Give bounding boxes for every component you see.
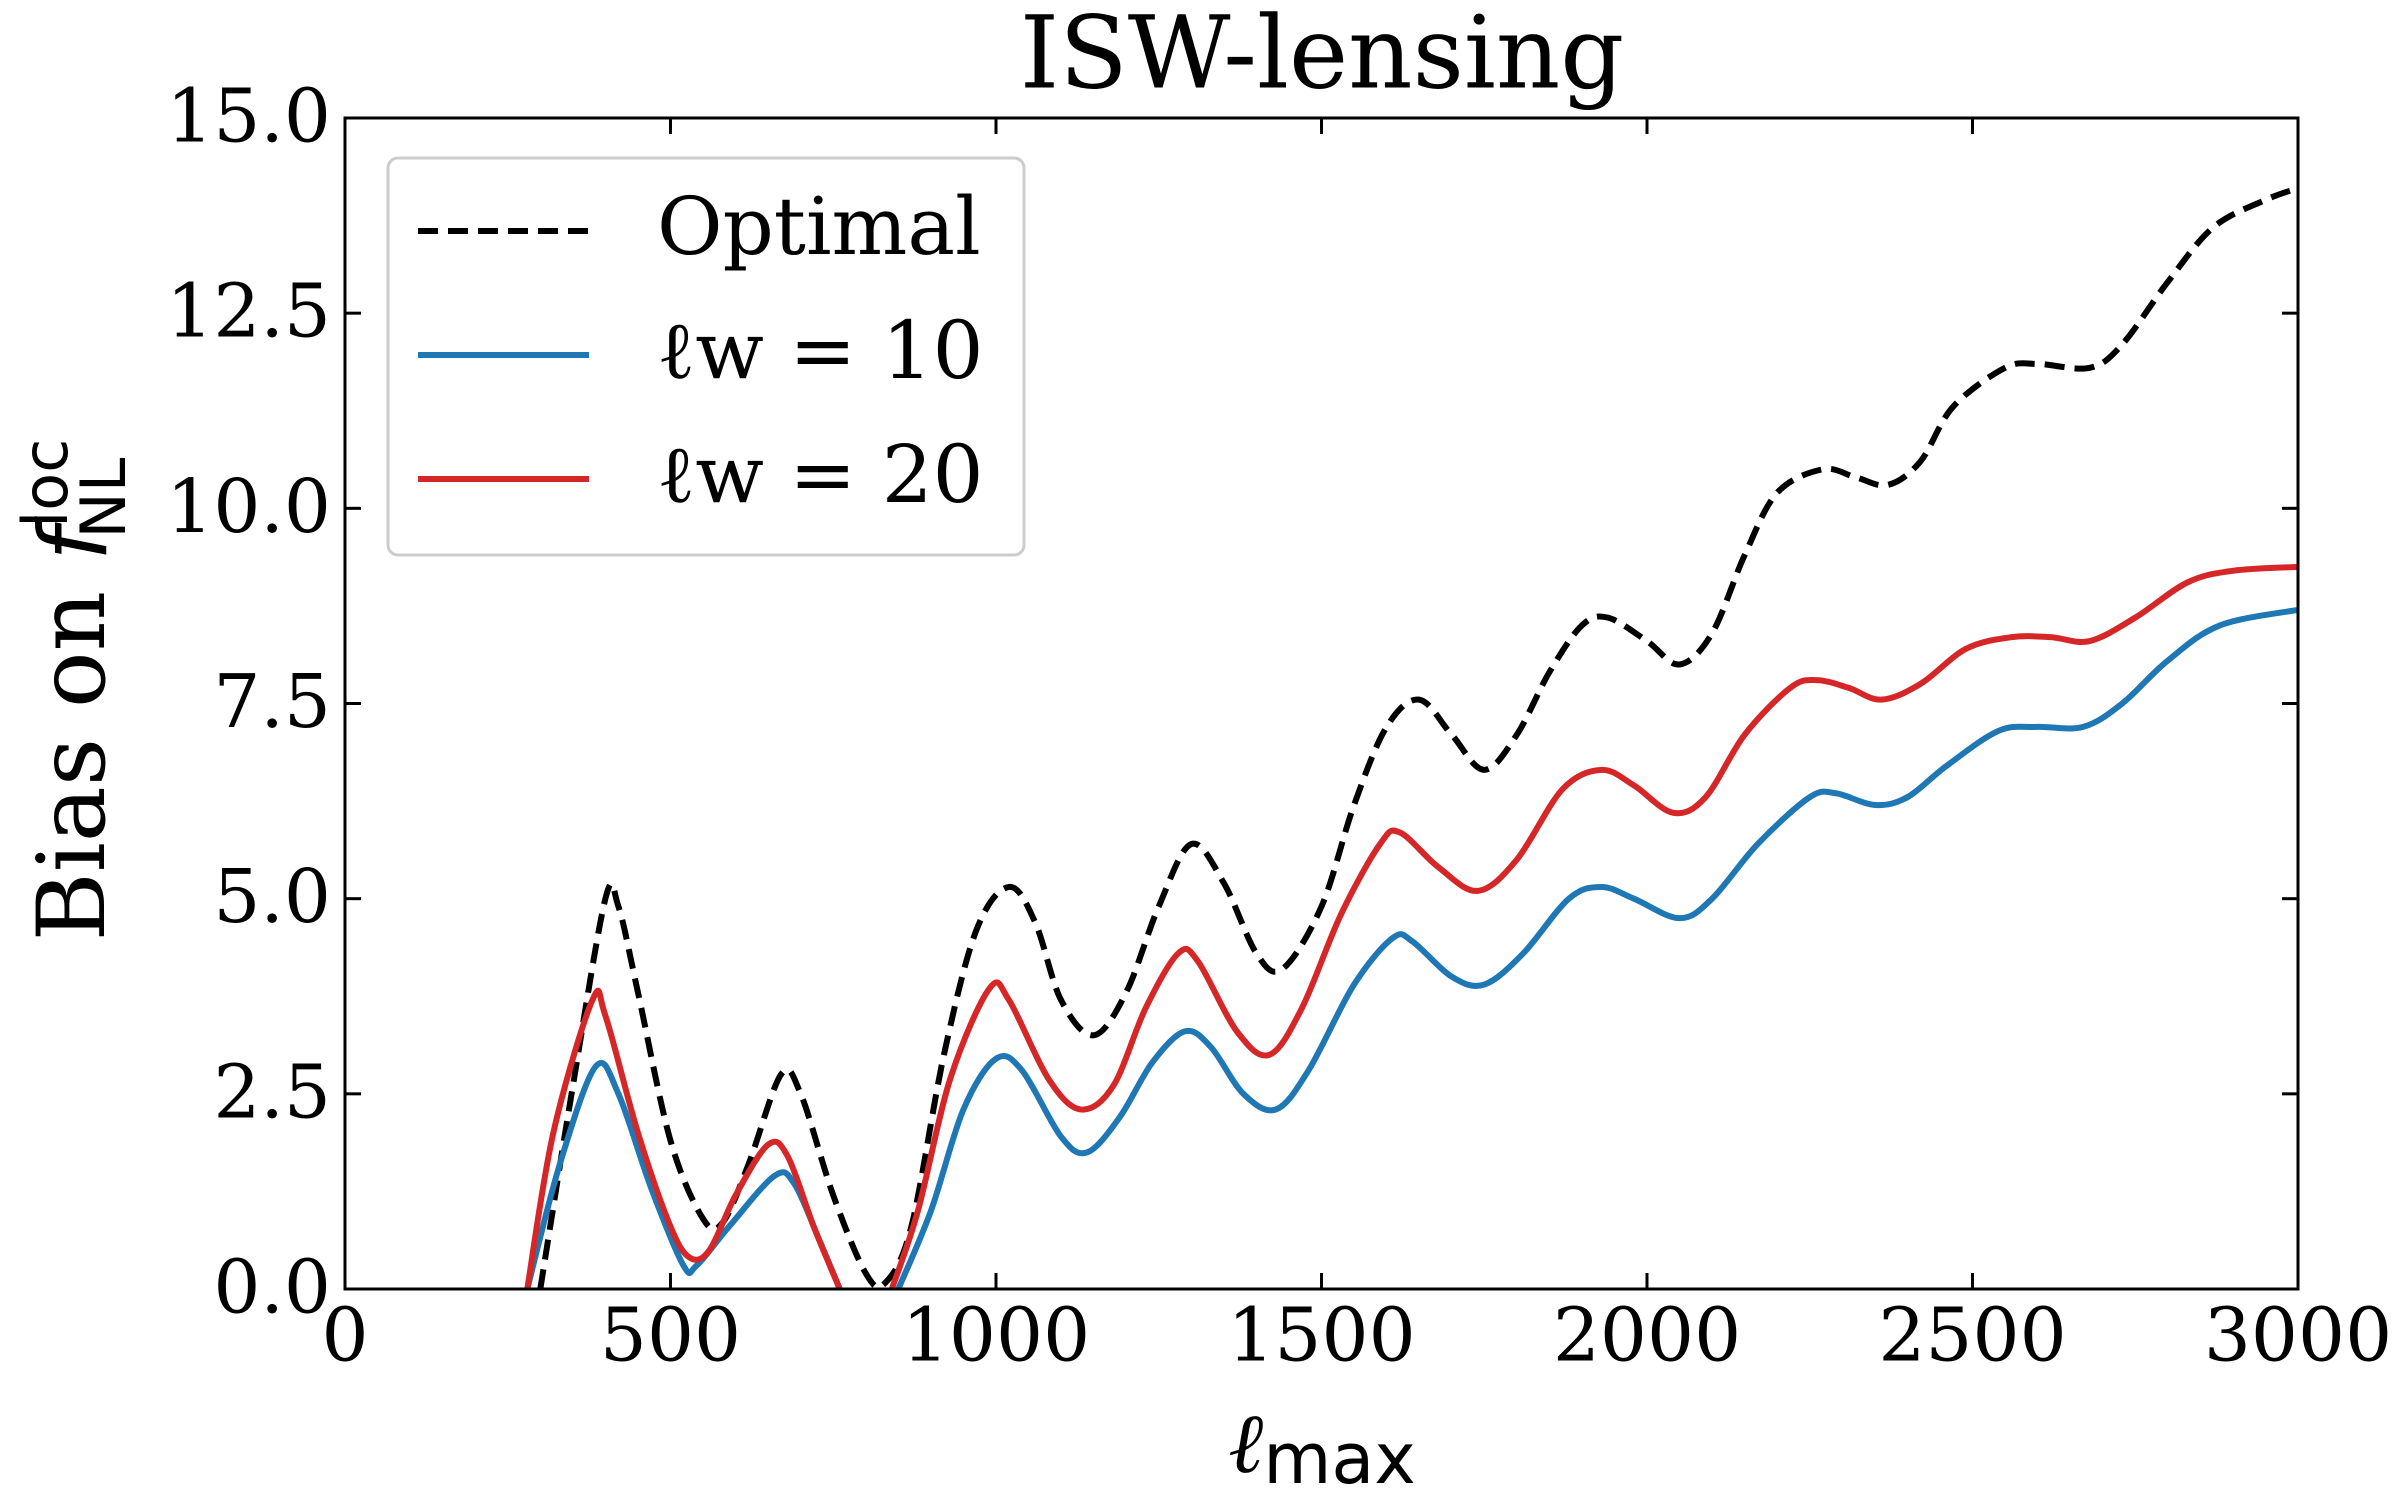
y-tick-label: 2.5 bbox=[213, 1049, 331, 1135]
y-tick-label: 12.5 bbox=[166, 269, 331, 355]
x-tick-label: 500 bbox=[600, 1292, 741, 1378]
legend-label: ℓw = 10 bbox=[657, 304, 983, 397]
x-tick-label: 1000 bbox=[902, 1292, 1090, 1378]
legend-label: ℓw = 20 bbox=[657, 428, 983, 521]
x-label-sub: max bbox=[1263, 1418, 1416, 1500]
y-tick-label: 7.5 bbox=[213, 659, 331, 745]
y-label-sub: NL bbox=[67, 457, 140, 538]
x-axis-label: ℓmax bbox=[1228, 1394, 1416, 1500]
y-axis-label: Bias on flocNL bbox=[9, 439, 140, 942]
legend-label: Optimal bbox=[657, 180, 981, 273]
y-tick-label: 0.0 bbox=[213, 1244, 331, 1330]
legend-box bbox=[386, 156, 1026, 557]
x-label-symbol: ℓ bbox=[1228, 1394, 1263, 1492]
x-tick-label: 3000 bbox=[2204, 1292, 2392, 1378]
y-label-text: Bias on bbox=[18, 561, 127, 941]
y-tick-label: 5.0 bbox=[213, 854, 331, 940]
x-tick-label: 1500 bbox=[1227, 1292, 1415, 1378]
series-line bbox=[524, 563, 2298, 1289]
x-tick-label: 2500 bbox=[1878, 1292, 2066, 1378]
y-tick-label: 15.0 bbox=[166, 73, 331, 159]
x-tick-label: 0 bbox=[321, 1292, 368, 1378]
y-label-sup: loc bbox=[9, 439, 82, 528]
series-line bbox=[524, 606, 2298, 1289]
chart-title: ISW-lensing bbox=[1020, 0, 1625, 112]
x-tick-label: 2000 bbox=[1553, 1292, 1741, 1378]
plot-frame bbox=[343, 116, 2300, 1291]
y-tick-label: 10.0 bbox=[166, 464, 331, 550]
